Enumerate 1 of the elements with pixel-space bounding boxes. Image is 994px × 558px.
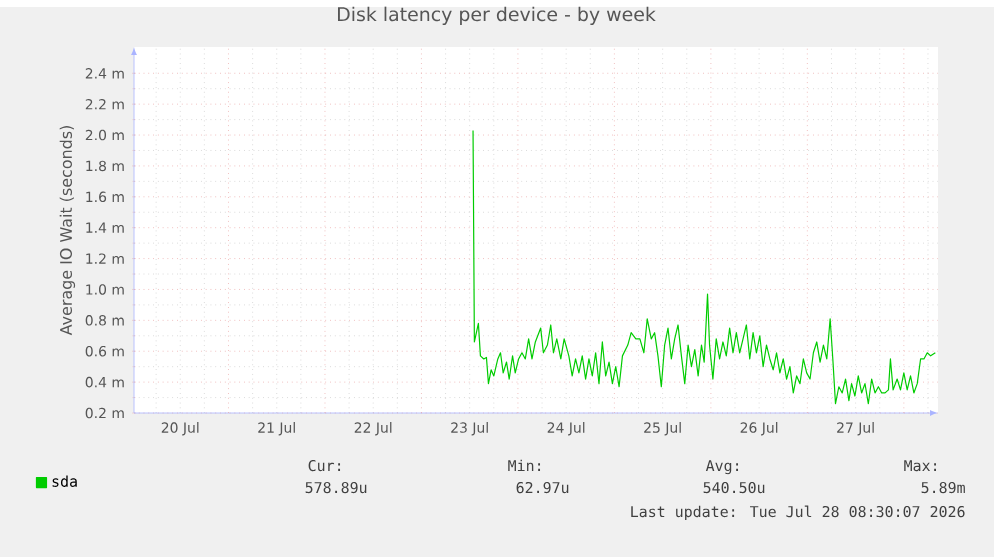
chart-title: Disk latency per device - by week: [338, 7, 656, 26]
